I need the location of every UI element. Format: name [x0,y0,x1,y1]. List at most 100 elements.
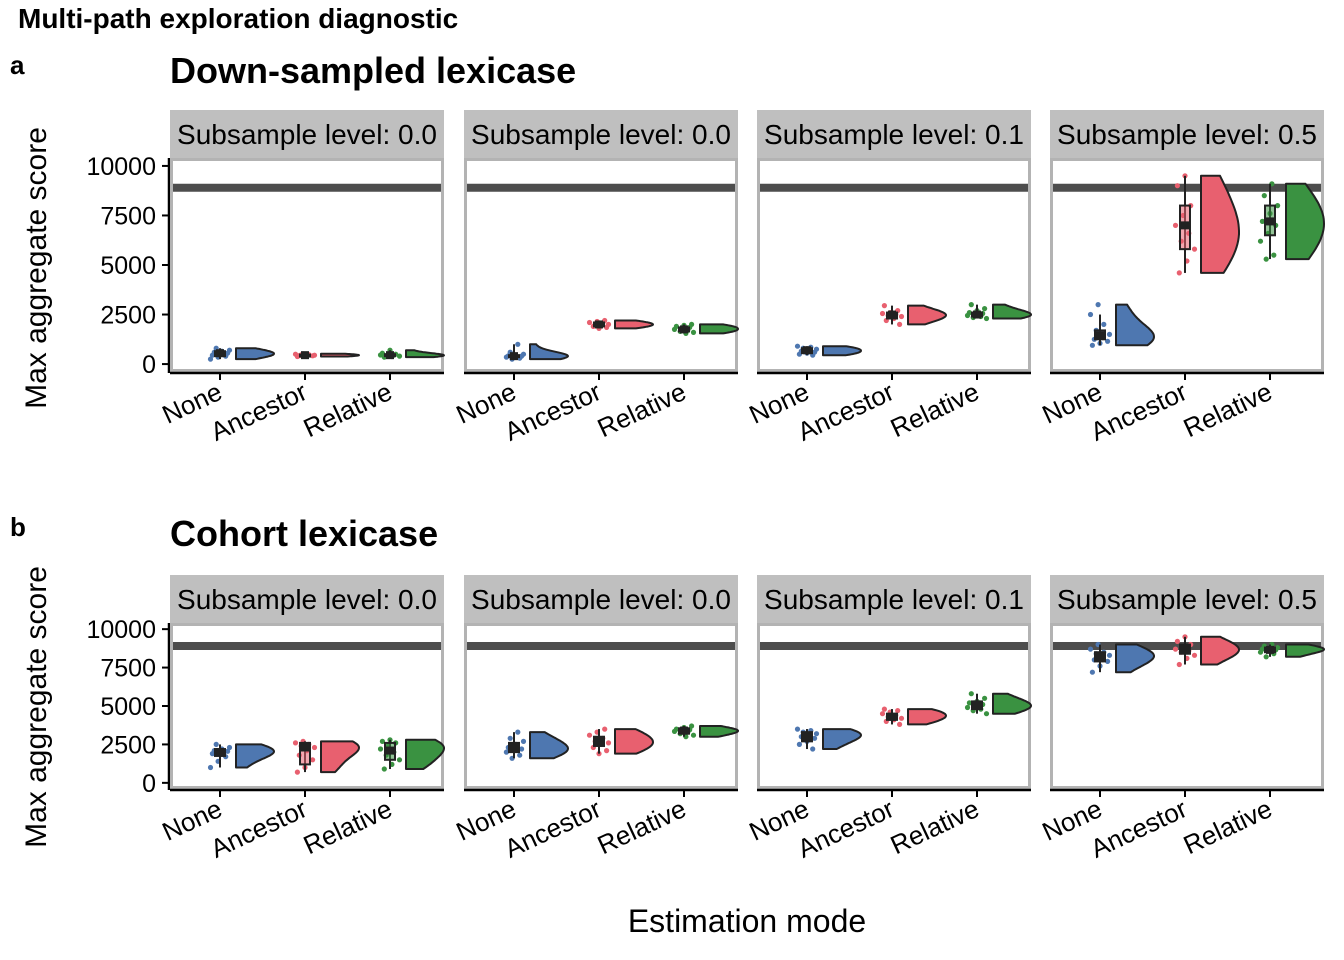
violin-half [992,303,1032,320]
data-point [1101,321,1107,327]
data-point [1261,193,1267,199]
violin-half [529,343,569,361]
figure-title: Multi-path exploration diagnostic [18,3,458,34]
panel-border [464,623,738,789]
y-tick-label: 0 [142,770,156,798]
violin-half [320,352,360,358]
violin-half [1285,643,1325,658]
data-point [810,746,816,752]
data-point [813,731,820,737]
y-tick-label: 10000 [86,153,156,181]
box-median [216,349,224,358]
data-point [879,310,886,317]
x-tick-label: Ancestor [793,376,899,447]
data-point [689,723,695,729]
data-point [379,738,385,745]
data-point [1087,646,1094,652]
data-point [1089,342,1095,348]
data-point [895,708,901,714]
data-point [1275,203,1281,209]
data-point [1191,652,1198,658]
y-tick-label: 5000 [100,693,156,721]
data-point [602,726,608,732]
box-median [888,712,896,721]
violin-half [822,345,862,357]
x-tick-label: Relative [593,793,691,860]
data-point [1087,311,1094,318]
x-tick-label: Ancestor [206,376,312,447]
facet-strip-label: Subsample level: 0.1 [764,584,1024,615]
facet-strip-label: Subsample level: 0.0 [471,584,731,615]
box-median [803,346,811,355]
data-point [226,347,233,353]
violin-half [1115,303,1155,347]
panel-title-a: Down-sampled lexicase [170,50,576,91]
violin-half [614,319,654,330]
data-point [879,711,886,717]
data-point [387,737,393,743]
violin-half [1200,635,1240,666]
box-median [1266,217,1274,226]
data-point [507,735,513,741]
series-relative: Relative [1179,641,1325,860]
box-median [216,748,224,757]
facet-strip-label: Subsample level: 0.0 [177,584,437,615]
box-median [301,743,309,752]
data-point [292,351,299,357]
panel-title-b: Cohort lexicase [170,513,438,554]
data-point [396,757,403,763]
data-point [1106,652,1113,658]
data-point [690,732,697,738]
data-point [897,321,903,327]
facet-strip-label: Subsample level: 0.0 [177,119,437,150]
panel-border [1050,623,1324,789]
box-median [1181,645,1189,654]
data-point [586,319,593,326]
data-point [503,749,509,755]
data-point [1182,634,1188,640]
data-point [1105,658,1111,665]
data-point [794,726,801,732]
facet-strip [1050,575,1324,623]
x-tick-label: Ancestor [793,793,899,864]
violin-half [405,349,445,359]
data-point [1176,661,1182,668]
x-tick-label: Relative [1179,376,1277,443]
facet-strip [757,575,1031,623]
facet-strip [170,110,444,158]
facet-strip-label: Subsample level: 0.1 [764,119,1024,150]
facet-strip [757,110,1031,158]
data-point [983,711,990,717]
data-point [379,350,385,356]
data-point [898,313,905,320]
violin-half [822,728,862,750]
data-point [520,738,527,745]
box-median [1096,652,1104,661]
panel-label-a: a [10,50,25,80]
box-median [680,726,688,735]
series-relative: Relative [593,321,739,443]
data-point [673,726,680,732]
data-point [1257,238,1264,244]
panel-border [1050,158,1324,372]
x-tick-label: Ancestor [1086,793,1192,864]
facet-strip [1050,110,1324,158]
data-point [207,356,214,362]
data-point [897,721,903,728]
x-tick-label: Relative [299,793,397,860]
data-point [1263,654,1269,660]
data-point [1089,669,1095,675]
panel-label-b: b [10,512,26,542]
data-point [604,748,610,754]
box-median [1181,221,1189,230]
data-point [1275,645,1281,651]
panel-border [757,158,1031,372]
y-tick-label: 2500 [100,731,156,759]
data-point [968,302,974,308]
violin-half [235,347,275,361]
data-point [517,752,523,758]
data-point [310,757,316,763]
